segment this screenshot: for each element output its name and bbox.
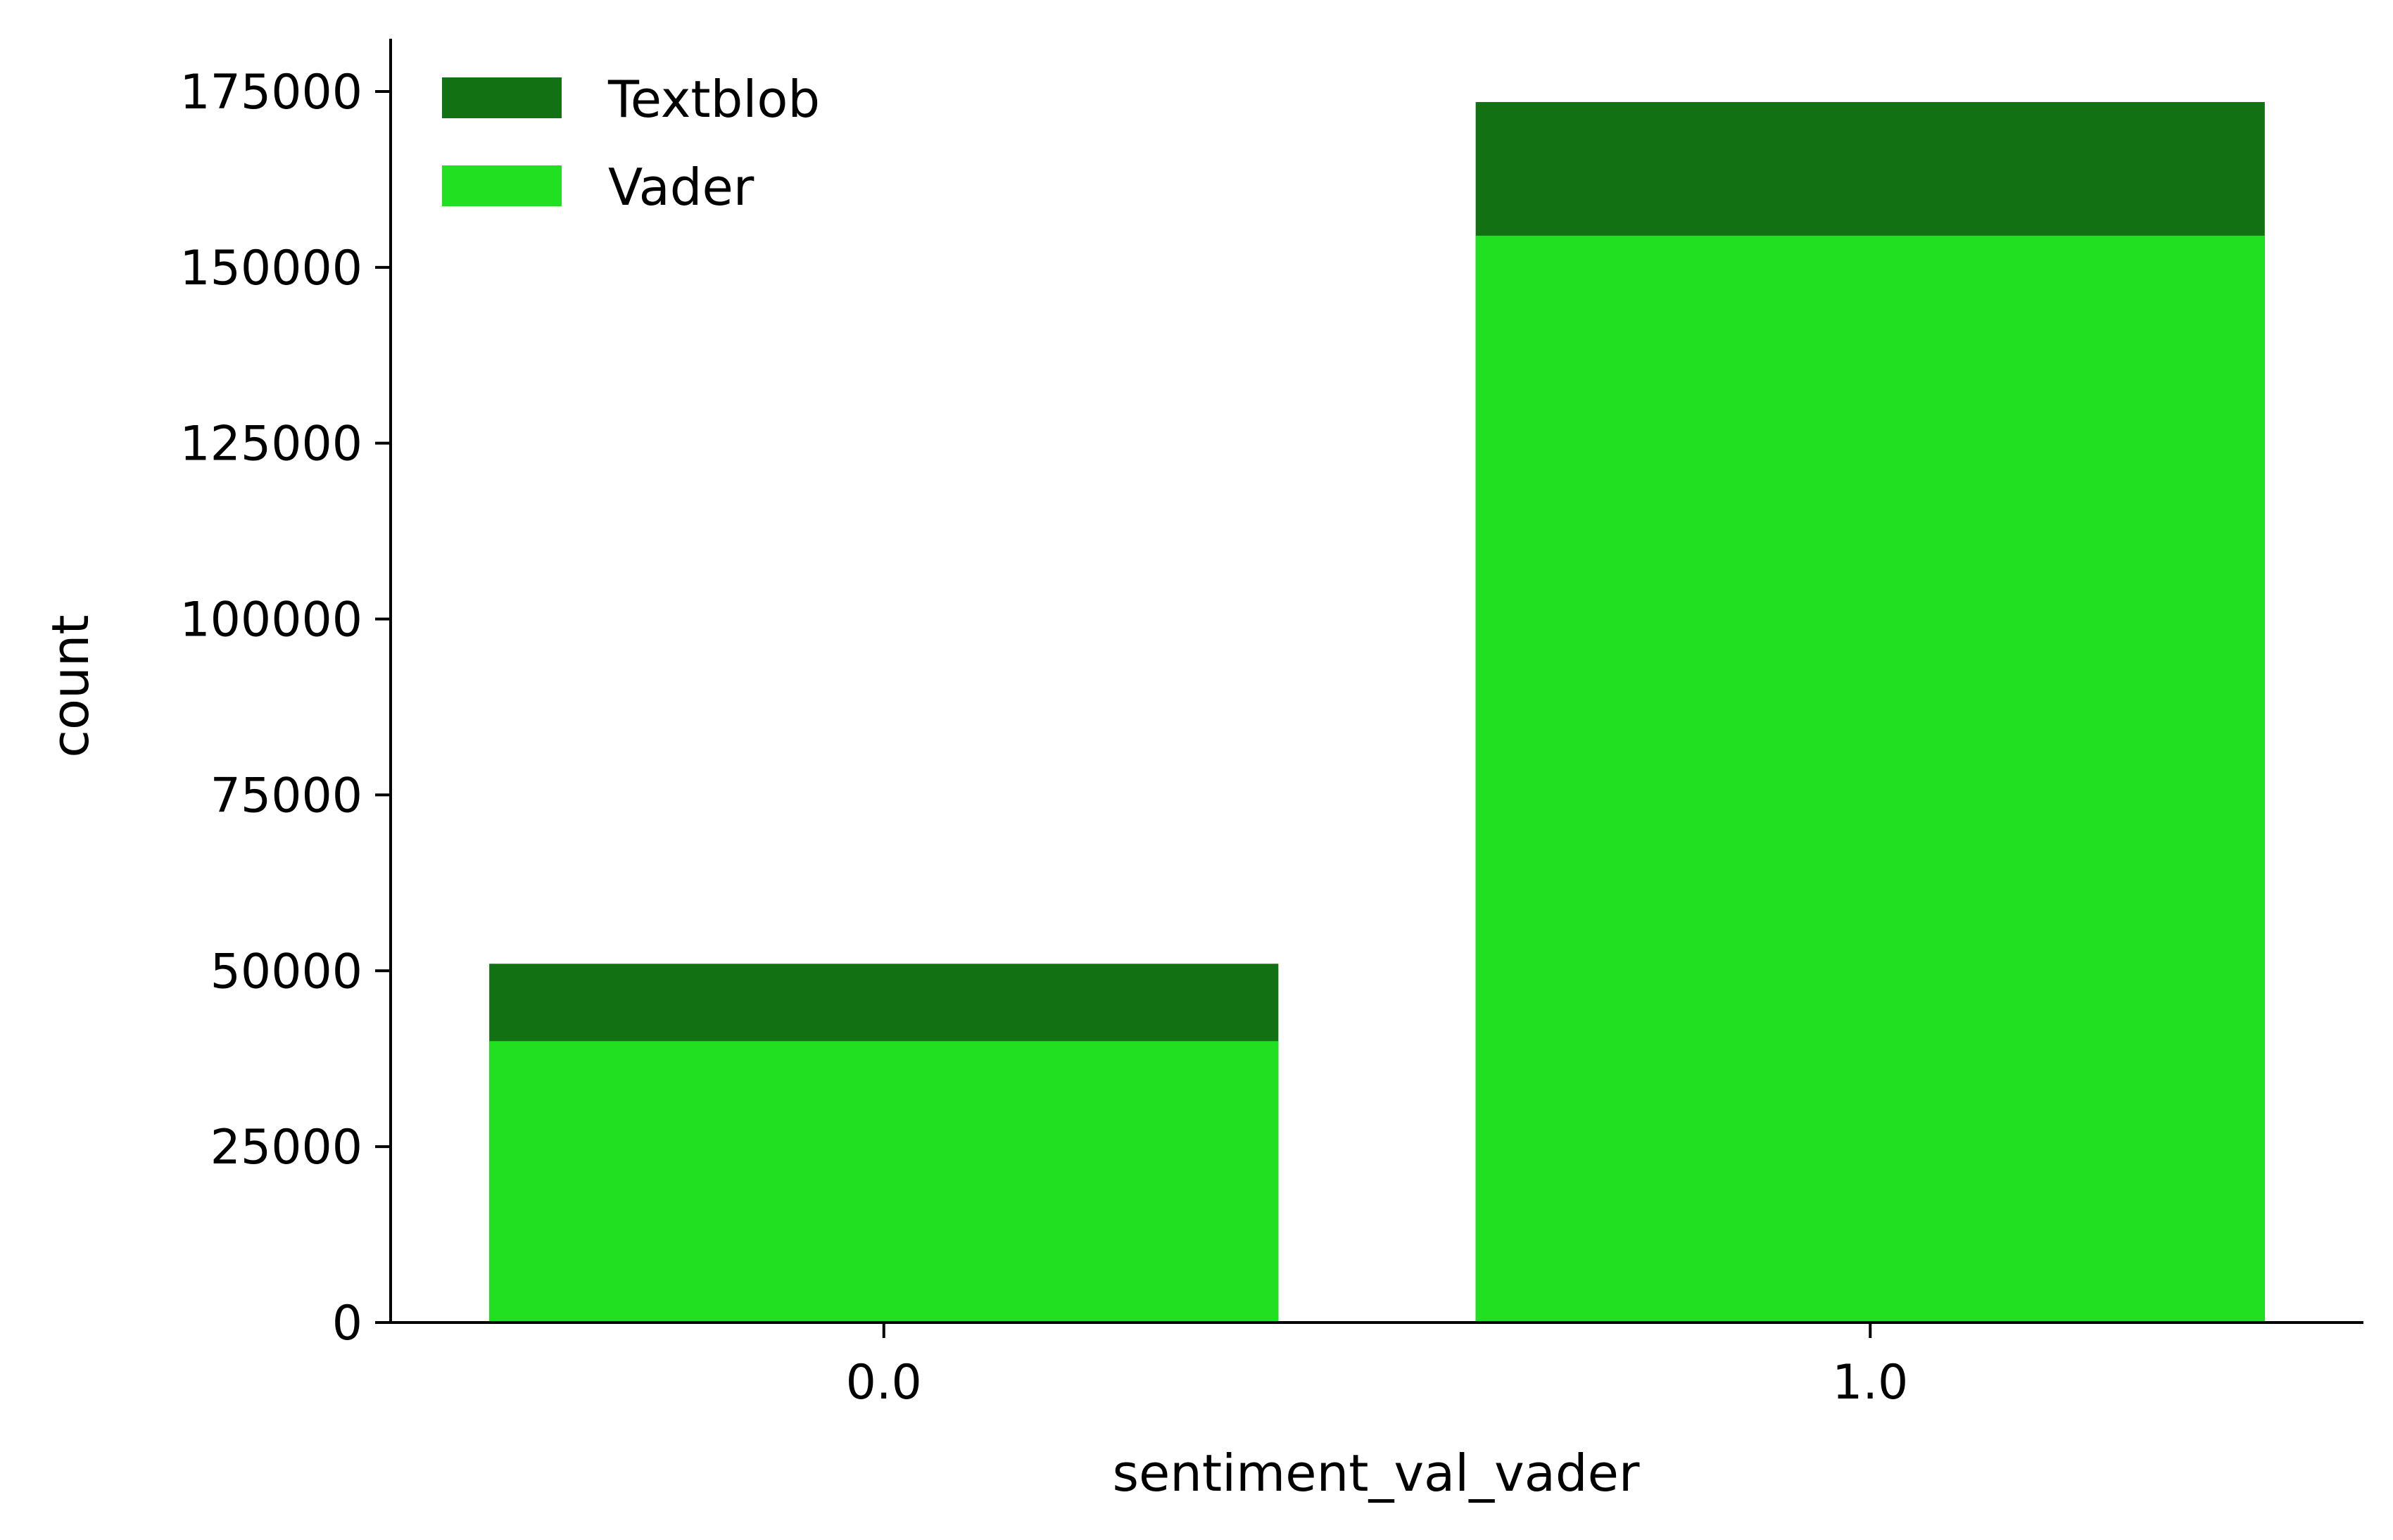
y-tick-label: 100000: [179, 593, 362, 648]
legend: Textblob Vader: [442, 70, 820, 217]
y-axis-label: count: [41, 614, 100, 757]
y-tick-label: 150000: [179, 241, 362, 296]
legend-swatch-textblob: [442, 77, 562, 118]
y-axis: 0 25000 50000 75000 100000 125000 150000 175000: [179, 39, 392, 1351]
x-axis-label: sentiment_val_vader: [1112, 1444, 1639, 1503]
legend-label-textblob: Textblob: [607, 70, 820, 129]
x-axis: 0.0 1.0: [389, 1321, 2363, 1410]
y-tick-label: 25000: [210, 1120, 362, 1175]
bar-vader-1-0: [1475, 235, 2265, 1323]
y-tick-label: 0: [332, 1296, 362, 1351]
y-tick-label: 75000: [210, 768, 362, 823]
x-tick-label: 0.0: [846, 1355, 922, 1410]
y-tick-label: 125000: [179, 417, 362, 472]
x-tick-label: 1.0: [1832, 1355, 1908, 1410]
bars-group: [489, 101, 2265, 1323]
y-tick-label: 50000: [210, 944, 362, 999]
bar-vader-0-0: [489, 1041, 1279, 1323]
legend-swatch-vader: [442, 165, 562, 206]
y-tick-label: 175000: [179, 65, 362, 120]
legend-label-vader: Vader: [608, 158, 754, 217]
